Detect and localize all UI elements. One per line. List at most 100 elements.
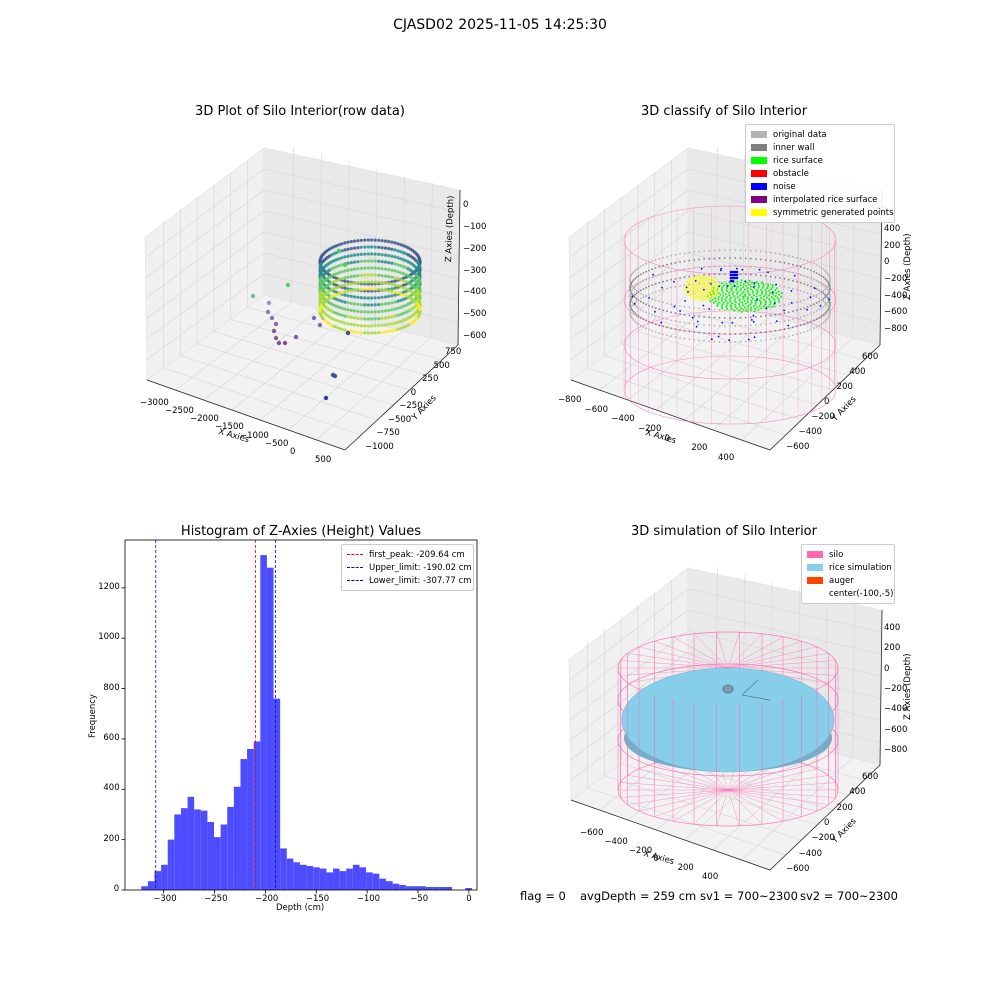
panel1-point-376: [318, 257, 323, 261]
panel1-point-681: [415, 259, 419, 264]
panel1-point-327: [321, 316, 325, 321]
panel1-point-325: [321, 302, 325, 307]
panel4-silo-top-spoke-96: [716, 667, 729, 704]
panel2-point-962: [673, 305, 676, 308]
panel1-point-717: [418, 293, 422, 298]
panel4-silo-bottom-spoke-216: [638, 768, 729, 791]
histogram-bar: [313, 867, 320, 890]
panel2-point-858: [690, 286, 693, 289]
panel2-point-721: [750, 306, 753, 309]
panel1-point-306: [324, 284, 328, 288]
panel1-point-142: [387, 322, 391, 326]
panel2-point-772: [732, 281, 735, 284]
panel2-point-269: [635, 321, 638, 324]
panel1-point-58: [412, 284, 416, 288]
panel4-silo-bottom-spoke-168: [620, 789, 729, 798]
panel2-point-1001: [735, 276, 739, 280]
panel2-point-241: [648, 304, 650, 307]
panel1-point-608: [396, 242, 400, 246]
panel1-point-281: [330, 281, 334, 285]
panel2-point-758: [725, 306, 728, 309]
panel1-point-582: [383, 281, 388, 285]
panel2-legend-swatch: [751, 183, 767, 190]
panel2-point-641: [735, 289, 738, 292]
panel2-point-543: [810, 285, 812, 288]
panel2-point-427: [703, 266, 705, 268]
panel1-point-560: [377, 238, 381, 242]
panel1-point-43: [415, 288, 419, 293]
panel2-point-516: [792, 263, 794, 266]
panel1-point-115: [396, 299, 400, 303]
histogram-bar: [266, 567, 274, 890]
panel1-point-691: [416, 275, 420, 279]
panel1-point-555: [373, 259, 377, 263]
panel2-point-607: [740, 292, 743, 295]
panel1-point-615: [396, 291, 400, 295]
panel1-point-379: [318, 278, 323, 282]
panel1-point-210: [356, 295, 360, 299]
panel1-point-622: [399, 285, 403, 289]
panel2-point-511: [787, 262, 790, 265]
panel1-point-199: [363, 331, 367, 335]
panel2-point-821: [699, 287, 702, 290]
panel1-point-155: [380, 302, 384, 306]
panel1-point-673: [414, 258, 418, 262]
panel2-point-854: [711, 286, 713, 289]
panel1-point-63: [412, 319, 416, 323]
panel2-point-860: [699, 294, 702, 297]
panel1-point-710: [417, 299, 422, 303]
histogram-y-tick-label: 200: [103, 833, 120, 844]
panel2-point-538: [806, 284, 809, 286]
panel1-point-371: [318, 279, 322, 284]
panel2-point-273: [634, 312, 636, 315]
panel2-point-616: [751, 297, 754, 300]
panel1-point-91: [404, 296, 408, 300]
panel1-point-69: [410, 307, 414, 311]
panel4-z-tick-0: −800: [884, 745, 908, 755]
panel2-point-865: [705, 294, 708, 297]
panel2-point-145: [734, 309, 737, 311]
panel1-point-268: [334, 304, 339, 308]
panel2-point-191: [688, 314, 691, 317]
panel1-point-257: [337, 284, 341, 288]
panel2-silo-wire: [623, 205, 837, 425]
histogram-bar: [419, 886, 426, 890]
panel2-point-131: [749, 316, 752, 319]
panel2-point-592: [828, 292, 831, 294]
panel2-point-998: [729, 276, 733, 280]
panel1-point-38: [416, 308, 420, 312]
panel2-point-279: [632, 318, 635, 321]
panel2-legend-swatch: [751, 196, 767, 203]
panel4-legend-label: silo: [829, 549, 844, 560]
panel2-point-675: [730, 287, 733, 290]
panel2-point-128: [755, 332, 757, 334]
panel1-point-619: [399, 264, 403, 268]
panel1-point-303: [326, 321, 330, 325]
panel2-point-740: [714, 297, 717, 300]
panel2-point-288: [630, 307, 633, 310]
panel1-point-506: [352, 253, 357, 257]
panel1-point-698: [417, 269, 421, 273]
panel1-point-54: [414, 311, 418, 315]
panel2-point-418: [693, 275, 696, 277]
panel2-point-359: [645, 294, 647, 297]
panel2-point-263: [637, 315, 640, 318]
panel2-point-825: [704, 285, 707, 288]
panel1-point-144: [383, 281, 388, 285]
panel2-point-725: [742, 283, 745, 285]
panel1-point-37: [416, 301, 420, 305]
panel2-point-126: [755, 316, 757, 318]
panel1-point-170: [373, 296, 377, 300]
panel2-point-565: [822, 268, 825, 271]
panel2-point-638: [728, 294, 731, 297]
panel1-point-628: [401, 272, 406, 276]
panel2-point-678: [749, 285, 752, 288]
panel2-point-742: [746, 307, 749, 310]
panel1-point-451: [332, 266, 336, 270]
panel2-point-953: [793, 274, 796, 277]
panel1-point-153: [380, 288, 384, 292]
panel2-point-383: [662, 280, 664, 283]
histogram-bar: [352, 864, 360, 890]
panel1-point-597: [390, 275, 394, 279]
panel2-point-581: [826, 280, 829, 283]
